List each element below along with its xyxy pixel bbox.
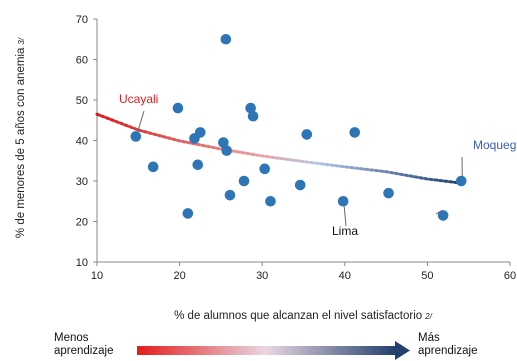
data-point — [221, 145, 232, 156]
data-point — [247, 110, 259, 122]
y-ticks: 10 20 30 40 50 60 70 — [76, 14, 97, 269]
data-point — [220, 33, 232, 45]
y-tick-label: 10 — [76, 257, 88, 269]
more-learning-line1: Más — [418, 332, 440, 344]
data-point — [301, 129, 313, 140]
data-point — [192, 159, 204, 171]
data-point — [238, 175, 250, 187]
trendline — [95, 112, 462, 185]
more-learning-line2: aprendizaje — [418, 345, 478, 357]
data-point — [383, 187, 394, 199]
less-learning-line2: aprendizaje — [54, 345, 114, 357]
data-point — [172, 102, 184, 114]
data-point — [265, 195, 276, 207]
data-point — [218, 137, 229, 148]
data-point — [224, 189, 236, 201]
x-tick-label: 40 — [339, 270, 351, 282]
annotation-label: Ucayali — [119, 92, 158, 106]
annotation-label: Lima — [332, 224, 358, 238]
data-point — [337, 195, 349, 207]
y-tick-label: 30 — [76, 176, 88, 188]
axes — [96, 19, 510, 263]
y-tick-label: 70 — [76, 14, 88, 26]
x-tick-label: 60 — [504, 270, 516, 282]
less-learning-line1: Menos — [54, 332, 89, 344]
x-tick-label: 50 — [421, 270, 433, 282]
x-tick-label: 20 — [173, 270, 185, 282]
learning-gradient-bar — [137, 346, 395, 355]
x-axis-title: % de alumnos que alcanzan el nivel satis… — [174, 310, 432, 322]
less-learning-label: Menos aprendizaje — [54, 332, 113, 358]
y-tick-label: 20 — [76, 217, 88, 229]
annotation-leader — [343, 206, 347, 227]
gradient-arrow-head — [395, 341, 410, 360]
y-tick-label: 40 — [76, 136, 88, 148]
x-ticks: 10 20 30 40 50 60 — [91, 262, 516, 282]
more-learning-label: Más aprendizaje — [418, 332, 477, 358]
annotations: Ucayali Moquegua Lima — [119, 92, 517, 238]
data-point — [294, 179, 306, 191]
annotation-leader — [435, 209, 443, 215]
data-point — [130, 131, 142, 142]
data-points — [130, 33, 467, 221]
data-point — [437, 210, 449, 221]
annotation-leader — [137, 110, 145, 132]
annotation-label: Moquegua — [473, 138, 517, 152]
y-axis-title: % de menores de 5 años con anemia3/ — [15, 37, 27, 238]
y-tick-label: 60 — [76, 55, 88, 67]
data-point — [245, 102, 256, 114]
x-tick-label: 30 — [256, 270, 268, 282]
data-point — [259, 163, 270, 175]
y-tick-label: 50 — [76, 95, 88, 107]
x-tick-label: 10 — [91, 270, 103, 282]
data-point — [455, 175, 467, 187]
data-point — [182, 208, 194, 219]
data-point — [194, 127, 206, 138]
data-point — [349, 127, 361, 138]
data-point — [147, 161, 159, 173]
